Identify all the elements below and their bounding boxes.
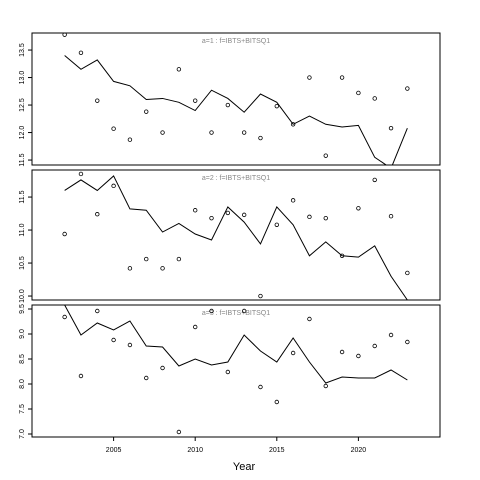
observed-point <box>372 96 377 101</box>
y-tick-label: 11.5 <box>19 190 26 203</box>
panel-annotation: a=2 : f=IBTS+BITSQ1 <box>202 175 270 182</box>
observed-point <box>127 342 133 348</box>
observed-point <box>356 353 361 359</box>
observed-point <box>339 75 345 80</box>
y-tick-label: 13.5 <box>19 43 26 57</box>
observed-point <box>225 369 231 375</box>
y-tick-label: 12.5 <box>19 98 26 112</box>
panel-frame <box>31 32 441 166</box>
observed-point <box>388 125 394 131</box>
observed-point <box>307 316 312 322</box>
y-tick-label: 11.5 <box>19 153 26 166</box>
y-tick-label: 11.0 <box>19 223 26 236</box>
observed-point <box>290 122 296 127</box>
observed-point <box>192 208 198 213</box>
observed-point <box>405 270 410 276</box>
observed-point <box>405 86 410 91</box>
observed-point <box>225 102 231 108</box>
observed-point <box>78 50 84 55</box>
observed-point <box>258 384 263 390</box>
observed-point <box>209 308 214 314</box>
fit-line <box>64 55 408 165</box>
observed-point <box>356 206 361 211</box>
x-tick-label: 2020 <box>351 447 367 454</box>
observed-point <box>339 349 345 355</box>
y-tick-label: 10.5 <box>19 256 26 270</box>
observed-point <box>372 343 377 349</box>
observed-point <box>209 215 214 221</box>
observed-point <box>95 98 100 103</box>
observed-point <box>290 198 296 203</box>
observed-point <box>127 266 133 271</box>
fit-line <box>64 305 408 384</box>
observed-point <box>111 337 116 343</box>
x-axis-label: Year <box>233 461 256 473</box>
observed-point <box>62 314 67 320</box>
panel-frame <box>31 304 441 438</box>
observed-point <box>307 75 312 80</box>
fit-line <box>64 175 408 300</box>
observed-point <box>372 177 377 183</box>
observed-point <box>176 429 182 435</box>
observed-point <box>225 210 231 216</box>
observed-point <box>388 213 394 219</box>
y-tick-label: 10.0 <box>19 289 26 303</box>
plot-area <box>62 305 410 435</box>
observed-point <box>111 126 116 131</box>
observed-point <box>111 183 116 189</box>
observed-point <box>62 231 67 237</box>
panel-annotation: a=3 : f=IBTS+BITSQ1 <box>202 310 270 317</box>
observed-point <box>78 373 84 379</box>
observed-point <box>274 222 279 227</box>
observed-point <box>241 308 247 314</box>
observed-point <box>160 365 165 371</box>
observed-point <box>160 266 165 271</box>
observed-point <box>176 256 182 262</box>
observed-point <box>258 293 263 299</box>
observed-point <box>388 332 394 338</box>
observed-point <box>78 171 84 177</box>
y-tick-label: 13.0 <box>19 71 26 85</box>
observed-point <box>290 350 296 356</box>
y-tick-label: 9.5 <box>19 304 26 314</box>
plot-area <box>62 33 410 165</box>
observed-point <box>258 135 263 141</box>
observed-point <box>323 215 328 221</box>
y-tick-label: 9.0 <box>19 329 26 339</box>
observed-point <box>127 137 133 142</box>
y-tick-label: 8.5 <box>19 354 26 364</box>
observed-point <box>209 130 214 135</box>
observed-point <box>192 324 198 330</box>
x-tick-label: 2015 <box>269 447 285 454</box>
observed-point <box>405 339 410 345</box>
y-tick-label: 7.0 <box>19 429 26 439</box>
observed-point <box>274 103 279 109</box>
observed-point <box>339 253 345 258</box>
observed-point <box>274 399 279 405</box>
observed-point <box>62 33 67 37</box>
y-tick-label: 12.0 <box>19 126 26 140</box>
observed-point <box>356 90 361 96</box>
y-tick-label: 7.5 <box>19 404 26 414</box>
observed-point <box>323 153 328 158</box>
observed-point <box>160 130 165 135</box>
plot-area <box>62 171 410 300</box>
x-tick-label: 2005 <box>106 447 122 454</box>
panel-frame <box>31 169 441 301</box>
y-tick-label: 8.0 <box>19 379 26 389</box>
observed-point <box>323 383 328 389</box>
observed-point <box>144 256 149 262</box>
observed-point <box>307 214 312 220</box>
observed-point <box>144 375 149 381</box>
observed-point <box>144 109 149 114</box>
x-tick-label: 2010 <box>187 447 203 454</box>
observed-point <box>241 212 247 218</box>
observed-point <box>241 130 247 135</box>
observed-point <box>95 308 100 314</box>
panel-annotation: a=1 : f=IBTS+BITSQ1 <box>202 38 270 45</box>
observed-point <box>176 67 182 72</box>
observed-point <box>192 98 198 103</box>
observed-point <box>95 212 100 217</box>
